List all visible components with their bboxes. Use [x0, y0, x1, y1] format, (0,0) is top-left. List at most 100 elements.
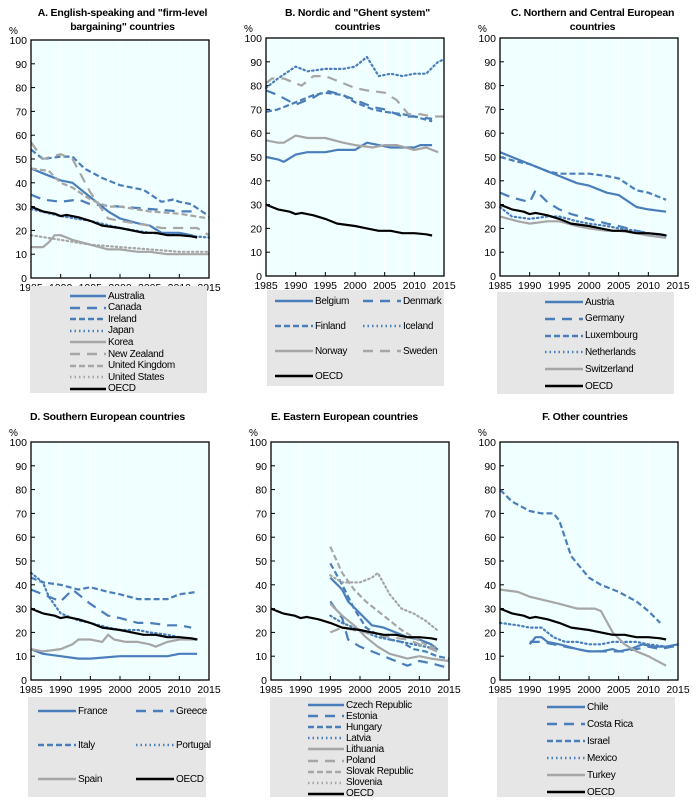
- series-line-poland: [329, 626, 438, 653]
- legend: Belgium Denmark Finland Iceland Norway Sweden…: [267, 290, 444, 386]
- y-tick-label: 20: [255, 627, 267, 639]
- plot-frame: [265, 37, 445, 277]
- y-tick-label: 40: [255, 580, 267, 592]
- x-tick-label: 2005: [373, 280, 397, 292]
- legend-item: Greece: [136, 705, 207, 717]
- legend-swatch: [308, 748, 344, 751]
- legend-swatch: [70, 306, 106, 309]
- series-line-australia: [30, 167, 198, 239]
- series-line-belgium: [265, 141, 433, 163]
- y-tick-label: 30: [484, 200, 496, 212]
- legend-item: Lithuania: [308, 743, 384, 755]
- legend-swatch: [70, 341, 106, 344]
- y-tick-label: 90: [15, 461, 27, 473]
- legend-label: Portugal: [176, 739, 211, 751]
- legend-label: Korea: [108, 336, 134, 348]
- legend-item: Sweden: [363, 345, 438, 357]
- legend-item: Norway: [275, 345, 347, 357]
- legend-swatch: [363, 299, 401, 303]
- legend-item: Costa Rica: [547, 718, 633, 730]
- legend-swatch: [70, 364, 106, 367]
- legend-item: OECD: [275, 370, 343, 382]
- legend-swatch: [547, 790, 585, 794]
- legend-swatch: [70, 352, 106, 356]
- legend-label: Canada: [108, 302, 142, 314]
- panel-title: A. English-speaking and "firm-level barg…: [37, 7, 208, 33]
- legend-label: New Zealand: [108, 348, 164, 360]
- y-tick-label: 30: [484, 604, 496, 616]
- y-tick-label: 50: [484, 152, 496, 164]
- series-line-netherlands: [498, 205, 668, 237]
- series-line-new-zealand: [30, 141, 210, 237]
- series-line-lithuania: [329, 603, 450, 663]
- y-tick-label: 100: [249, 437, 267, 449]
- legend-item: Czech Republic: [308, 699, 412, 711]
- y-tick-label: 20: [484, 223, 496, 235]
- series-line-france: [30, 648, 198, 660]
- legend-item: Belgium: [275, 295, 349, 307]
- legend-swatch: [136, 709, 174, 713]
- panel-title: F. Other countries: [542, 411, 628, 423]
- x-tick-label: 1995: [548, 280, 572, 292]
- x-tick-label: 2010: [637, 684, 661, 696]
- legend-item: Iceland: [363, 320, 433, 332]
- y-tick-label: 60: [250, 128, 262, 140]
- legend-item: OECD: [547, 786, 615, 798]
- y-tick-label: 50: [15, 556, 27, 568]
- y-tick-label: 20: [484, 627, 496, 639]
- legend-label: Switzerland: [585, 363, 634, 375]
- series-line-luxembourg: [499, 155, 667, 201]
- y-tick-label: 80: [250, 81, 262, 93]
- y-axis-unit: %: [244, 24, 253, 35]
- panel-title: B. Nordic and "Ghent system" countries: [285, 7, 430, 33]
- y-tick-label: 100: [244, 33, 262, 45]
- y-tick-label: 50: [255, 556, 267, 568]
- legend-label: Chile: [587, 701, 609, 713]
- legend-swatch: [308, 714, 344, 718]
- series-line-costa-rica: [529, 640, 678, 653]
- legend-label: Greece: [176, 705, 207, 717]
- plot-frame: [30, 441, 210, 681]
- legend-item: Austria: [545, 296, 614, 308]
- y-tick-label: 30: [255, 604, 267, 616]
- y-tick-label: 60: [484, 532, 496, 544]
- y-tick-label: 90: [250, 57, 262, 69]
- legend-label: Mexico: [587, 752, 617, 764]
- x-tick-label: 2000: [577, 280, 601, 292]
- series-line-norway: [265, 134, 439, 154]
- series-line-united-states: [29, 234, 211, 253]
- legend-label: Germany: [585, 313, 625, 325]
- legend-item: Switzerland: [545, 363, 634, 375]
- legend-label: Israel: [587, 735, 610, 747]
- plot-frame: [499, 37, 679, 277]
- legend-item: Canada: [70, 302, 142, 314]
- series-line-sweden: [265, 74, 444, 118]
- legend-swatch: [547, 773, 585, 777]
- x-tick-label: 1995: [79, 684, 103, 696]
- y-tick-label: 50: [15, 154, 27, 166]
- legend-swatch: [308, 759, 344, 762]
- panel-title: E. Eastern European countries: [271, 411, 419, 423]
- x-tick-label: 2015: [437, 684, 461, 696]
- legend-label: Netherlands: [585, 346, 636, 358]
- legend-label: United Kingdom: [108, 360, 175, 372]
- x-tick-label: 1995: [548, 684, 572, 696]
- legend-label: Lithuania: [346, 743, 384, 755]
- y-tick-label: 90: [484, 461, 496, 473]
- y-tick-label: 10: [255, 651, 267, 663]
- y-tick-label: 100: [9, 437, 27, 449]
- legend-swatch: [136, 777, 174, 781]
- x-tick-label: 2005: [138, 684, 162, 696]
- legend-label: Denmark: [403, 295, 442, 307]
- panel-f: F. Other countries% 0 10 20 30 40 50 60 70 80 90 10…: [465, 400, 698, 800]
- legend-item: Ireland: [70, 313, 137, 325]
- legend-item: Netherlands: [545, 346, 636, 358]
- legend-swatch: [38, 709, 76, 713]
- legend-swatch: [70, 329, 106, 332]
- legend-item: OECD: [70, 383, 136, 395]
- series-line-united-kingdom: [30, 167, 210, 220]
- y-tick-label: 40: [484, 580, 496, 592]
- panel-b: B. Nordic and "Ghent system" countries% 0…: [235, 0, 468, 400]
- x-tick-label: 1985: [488, 280, 512, 292]
- legend-swatch: [545, 300, 583, 304]
